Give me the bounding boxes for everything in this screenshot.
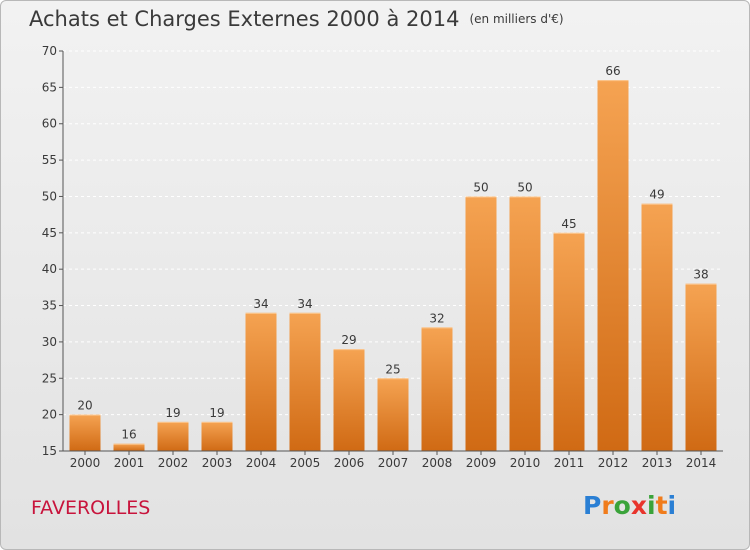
logo-letter: o bbox=[613, 491, 631, 520]
x-tick-label: 2010 bbox=[510, 456, 541, 470]
y-tick-label: 65 bbox=[42, 80, 57, 94]
bar-value-label: 16 bbox=[121, 428, 136, 442]
bar[interactable] bbox=[421, 327, 453, 451]
x-tick-label: 2012 bbox=[598, 456, 629, 470]
bar-value-label: 34 bbox=[253, 297, 268, 311]
x-tick-label: 2008 bbox=[422, 456, 453, 470]
y-tick-label: 25 bbox=[42, 371, 57, 385]
bar[interactable] bbox=[157, 421, 189, 451]
y-tick-label: 45 bbox=[42, 226, 57, 240]
bar-value-label: 19 bbox=[165, 406, 180, 420]
y-tick-label: 15 bbox=[42, 444, 57, 458]
bar[interactable] bbox=[245, 312, 277, 451]
x-tick-label: 2014 bbox=[686, 456, 717, 470]
x-tick-label: 2001 bbox=[114, 456, 145, 470]
bar-value-label: 38 bbox=[693, 268, 708, 282]
chart-title: Achats et Charges Externes 2000 à 2014 bbox=[29, 7, 460, 31]
logo-letter: t bbox=[655, 491, 668, 520]
bar[interactable] bbox=[201, 421, 233, 451]
y-tick-label: 35 bbox=[42, 299, 57, 313]
bar-value-label: 32 bbox=[429, 311, 444, 325]
bar-value-label: 20 bbox=[77, 399, 92, 413]
bar-value-label: 29 bbox=[341, 333, 356, 347]
bar[interactable] bbox=[333, 349, 365, 451]
y-tick-label: 30 bbox=[42, 335, 57, 349]
bar[interactable] bbox=[113, 443, 145, 451]
y-tick-label: 20 bbox=[42, 408, 57, 422]
bar-value-label: 34 bbox=[297, 297, 312, 311]
bar-value-label: 19 bbox=[209, 406, 224, 420]
x-tick-label: 2003 bbox=[202, 456, 233, 470]
proxiti-logo[interactable]: Proxiti bbox=[583, 491, 676, 520]
y-tick-label: 40 bbox=[42, 262, 57, 276]
logo-letter: i bbox=[667, 491, 677, 520]
bar-value-label: 50 bbox=[517, 180, 532, 194]
y-tick-label: 60 bbox=[42, 117, 57, 131]
logo-letter: x bbox=[630, 491, 647, 520]
y-tick-label: 50 bbox=[42, 189, 57, 203]
bar[interactable] bbox=[685, 283, 717, 451]
bar[interactable] bbox=[597, 80, 629, 451]
bar[interactable] bbox=[553, 232, 585, 451]
x-tick-label: 2005 bbox=[290, 456, 321, 470]
chart-unit-label: (en milliers d'€) bbox=[469, 12, 564, 26]
chart-title-row: Achats et Charges Externes 2000 à 2014 (e… bbox=[29, 7, 564, 31]
bar-value-label: 66 bbox=[605, 64, 620, 78]
x-tick-label: 2009 bbox=[466, 456, 497, 470]
bar-value-label: 45 bbox=[561, 217, 576, 231]
x-tick-label: 2004 bbox=[246, 456, 277, 470]
bar-value-label: 25 bbox=[385, 362, 400, 376]
x-tick-label: 2013 bbox=[642, 456, 673, 470]
x-tick-label: 2000 bbox=[70, 456, 101, 470]
x-tick-label: 2011 bbox=[554, 456, 585, 470]
logo-letter: P bbox=[583, 491, 602, 520]
bar-value-label: 49 bbox=[649, 188, 664, 202]
x-tick-label: 2007 bbox=[378, 456, 409, 470]
bar[interactable] bbox=[465, 196, 497, 451]
logo-letter: r bbox=[601, 491, 614, 520]
x-tick-label: 2006 bbox=[334, 456, 365, 470]
x-tick-label: 2002 bbox=[158, 456, 189, 470]
location-name: FAVEROLLES bbox=[31, 497, 151, 519]
bar[interactable] bbox=[377, 378, 409, 451]
y-tick-label: 55 bbox=[42, 153, 57, 167]
bar[interactable] bbox=[69, 414, 101, 451]
bar[interactable] bbox=[641, 203, 673, 451]
bar-value-label: 50 bbox=[473, 180, 488, 194]
bar[interactable] bbox=[509, 196, 541, 451]
y-tick-label: 70 bbox=[42, 44, 57, 58]
bar[interactable] bbox=[289, 312, 321, 451]
logo-letter: i bbox=[647, 491, 656, 520]
